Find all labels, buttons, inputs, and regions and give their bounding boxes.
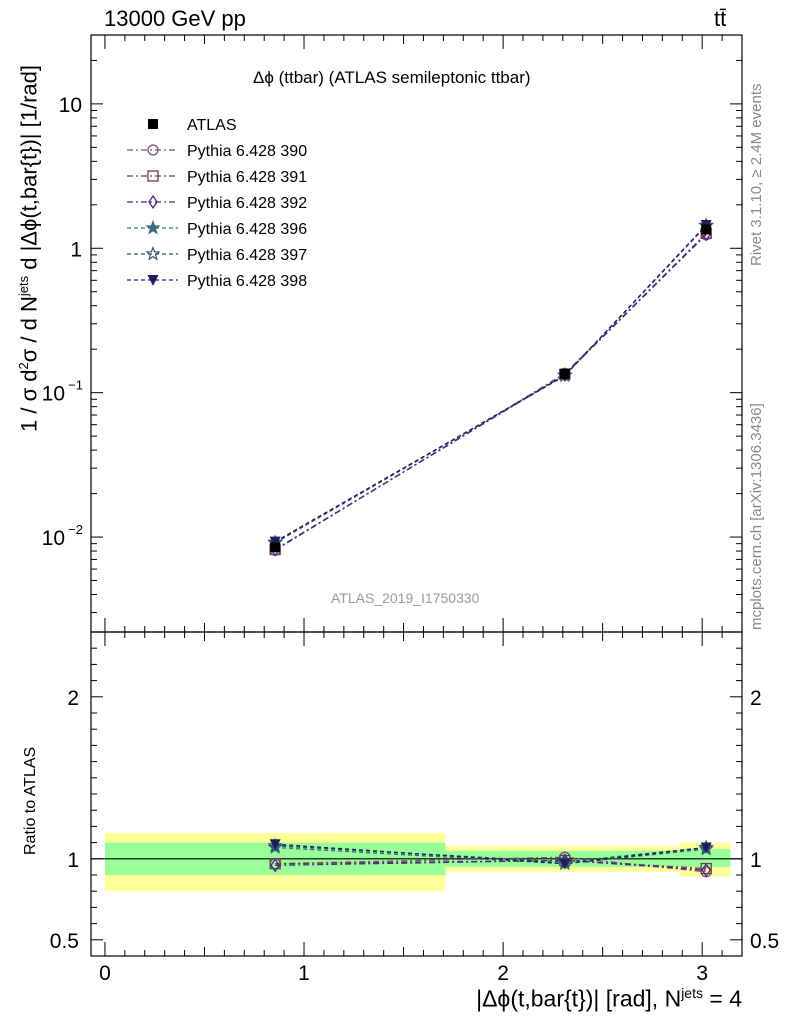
legend-marker-1 [147,170,159,182]
legend-marker-5 [147,275,159,286]
rivet-label: Rivet 3.1.10, ≥ 2.4M events [748,83,765,267]
legend-atlas-marker [148,119,158,129]
atlas-data-point [701,224,712,235]
legend-marker-4 [145,245,161,261]
legend: ATLAS Pythia 6.428 390 Pythia 6.428 391 Pyt… [127,117,307,290]
atlas-data-point [270,542,281,553]
main-ytick-label: 10 [42,383,65,406]
ratio-ytick-label-right: 2 [750,687,762,710]
ratio-series-point-5 [269,839,281,851]
mcplots-label: mcplots.cern.ch [arXiv:1306.3436] [748,403,765,630]
main-ytick-exponent: −2 [68,522,83,537]
x-axis-label: |Δϕ(t,bar{t})| [rad], Njets = 4 [476,985,742,1012]
main-ytick-label: 10 [59,94,82,117]
series-lines [274,224,707,873]
ratio-ytick-label-left: 1 [67,849,79,872]
plot-title: Δϕ (ttbar) (ATLAS semileptonic ttbar) [253,68,531,87]
atlas-data-point [559,368,570,379]
ratio-xtick-label: 2 [497,962,509,985]
legend-label-5: Pythia 6.428 398 [187,273,307,290]
header-left: 13000 GeV pp [104,6,246,31]
main-series-line-3 [274,225,707,544]
legend-label-1: Pythia 6.428 391 [187,169,307,186]
legend-marker-0 [147,144,159,156]
ratio-xtick-label: 0 [99,962,111,985]
y-axis-label-ratio: Ratio to ATLAS [22,746,39,855]
main-series-line-5 [274,224,707,543]
ratio-plot-frame [90,631,743,957]
header-right: tt̄ [714,6,727,31]
axis-ticks [91,34,742,957]
main-series-line-1 [274,232,707,551]
ratio-series-point-2 [701,862,711,878]
legend-marker-3 [145,219,161,235]
analysis-watermark: ATLAS_2019_I1750330 [331,590,480,606]
ratio-series-point-5 [559,858,571,870]
ratio-series-point-5 [700,842,712,854]
ratio-ytick-label-right: 1 [750,849,762,872]
main-series-line-2 [274,233,707,551]
y-axis-label-main: 1 / σ d2σ / d Njets d |Δϕ(t,bar{t})| [1/… [16,65,42,432]
legend-atlas-label: ATLAS [187,117,237,134]
legend-marker-2 [148,194,158,210]
ratio-xtick-label: 3 [696,962,708,985]
ratio-series-point-2 [270,858,280,873]
legend-label-2: Pythia 6.428 392 [187,195,307,212]
main-series-line-0 [274,234,707,551]
main-series-point-5 [269,536,281,548]
legend-label-4: Pythia 6.428 397 [187,247,307,264]
main-series-line-4 [274,224,707,543]
ratio-xtick-label: 1 [298,962,310,985]
main-ytick-exponent: −1 [68,378,83,393]
ratio-ytick-label-right: 0.5 [750,930,779,953]
main-ytick-label: 10 [42,527,65,550]
legend-label-3: Pythia 6.428 396 [187,221,307,238]
legend-label-0: Pythia 6.428 390 [187,143,307,160]
series-markers [267,217,714,878]
band-inner-2 [680,849,731,867]
ratio-ytick-label-left: 2 [67,687,79,710]
ratio-ytick-label-left: 0.5 [50,930,79,953]
main-ytick-label: 1 [70,238,82,261]
